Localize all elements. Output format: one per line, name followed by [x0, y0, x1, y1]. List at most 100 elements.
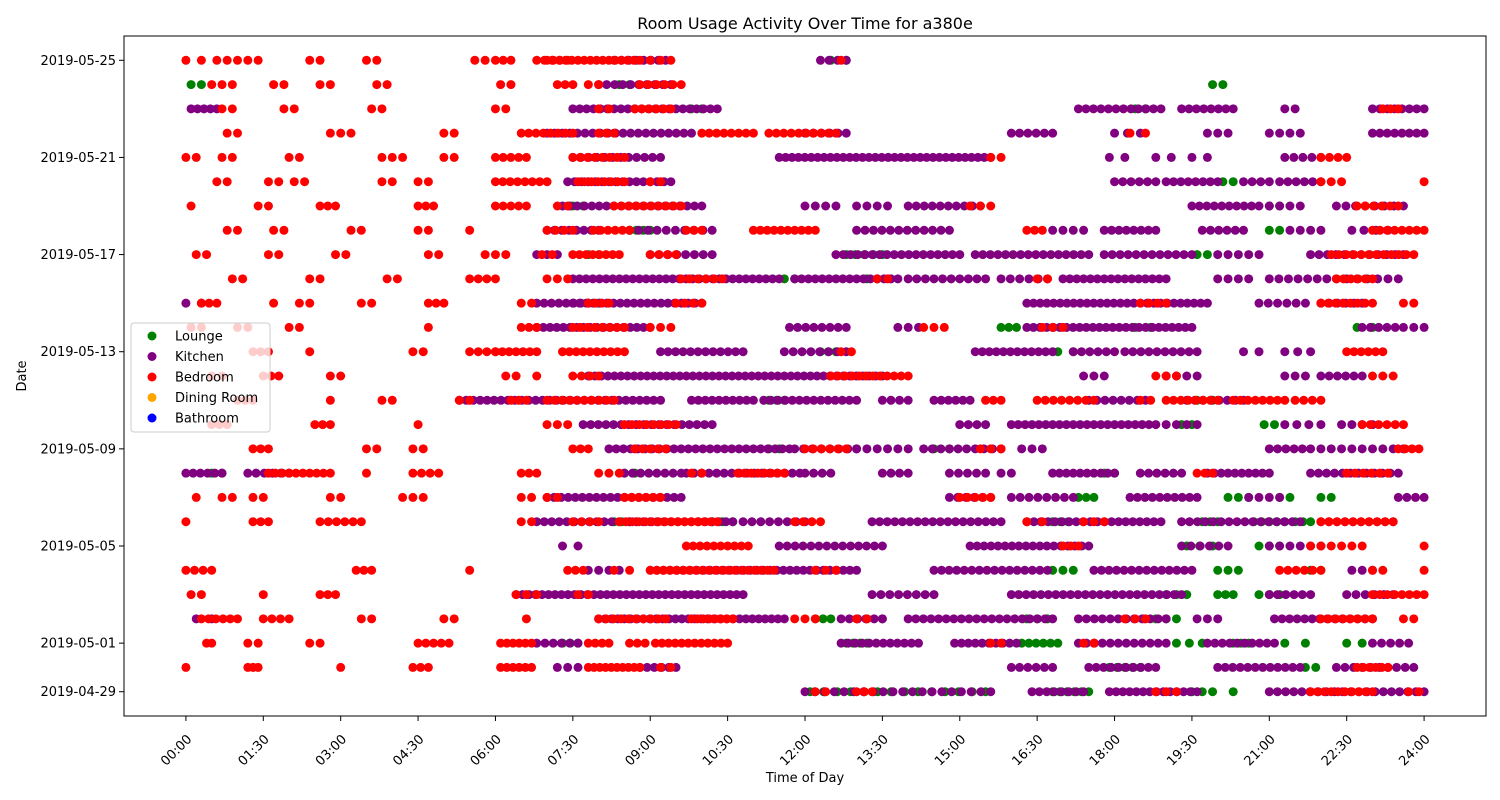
data-point [1368, 638, 1377, 648]
data-point [417, 468, 427, 478]
data-point [1378, 104, 1388, 114]
data-point [1280, 371, 1290, 381]
data-point [212, 177, 222, 187]
data-point [919, 322, 929, 332]
data-point [865, 274, 875, 284]
data-point [583, 590, 593, 600]
data-point [601, 420, 611, 430]
data-point [741, 444, 751, 454]
data-point [903, 322, 913, 332]
data-point [1151, 225, 1161, 235]
data-point [799, 371, 809, 381]
data-point [558, 347, 568, 357]
data-point [227, 104, 237, 114]
data-point [325, 468, 335, 478]
data-point [1390, 322, 1400, 332]
data-point [548, 55, 558, 65]
data-point [993, 541, 1003, 551]
data-point [1192, 492, 1202, 502]
data-point [527, 638, 537, 648]
data-point [1404, 638, 1414, 648]
data-point [647, 517, 657, 527]
data-point [862, 614, 872, 624]
data-point [612, 322, 622, 332]
data-point [1048, 322, 1058, 332]
data-point [634, 517, 644, 527]
data-point [1407, 444, 1417, 454]
data-point [1232, 517, 1242, 527]
data-point [1073, 104, 1083, 114]
data-point [699, 590, 709, 600]
data-point [732, 590, 742, 600]
data-point [1205, 395, 1215, 405]
data-point [869, 541, 879, 551]
data-point [810, 201, 820, 211]
data-point [730, 565, 740, 575]
data-point [875, 371, 885, 381]
data-point [986, 492, 996, 502]
data-point [188, 468, 198, 478]
data-point [753, 468, 763, 478]
data-point [1214, 541, 1224, 551]
data-point [1030, 225, 1040, 235]
data-point [636, 298, 646, 308]
data-point [701, 347, 711, 357]
x-tick-label: 03:00 [313, 732, 350, 769]
data-point [661, 201, 671, 211]
data-point [1154, 274, 1164, 284]
data-point [243, 55, 253, 65]
data-point [670, 614, 680, 624]
data-point [920, 274, 930, 284]
data-point [1161, 274, 1171, 284]
data-point [630, 104, 640, 114]
data-point [1002, 614, 1012, 624]
data-point [1023, 250, 1033, 260]
data-point [635, 80, 645, 90]
data-point [1256, 177, 1266, 187]
data-point [614, 274, 624, 284]
data-point [205, 104, 215, 114]
data-point [937, 565, 947, 575]
data-point [1364, 662, 1374, 672]
data-point [914, 638, 923, 648]
data-point [988, 517, 998, 527]
data-point [615, 590, 625, 600]
data-point [284, 468, 294, 478]
data-point [253, 55, 263, 65]
data-point [770, 444, 780, 454]
data-point [594, 104, 604, 114]
data-point [556, 590, 566, 600]
data-point [893, 274, 903, 284]
data-point [645, 250, 655, 260]
data-point [838, 250, 848, 260]
data-point [656, 177, 666, 187]
data-point [563, 274, 573, 284]
data-point [563, 662, 573, 672]
data-point [604, 298, 614, 308]
data-point [1031, 250, 1041, 260]
data-point [583, 152, 593, 162]
data-point [1331, 614, 1341, 624]
data-point [1012, 347, 1022, 357]
data-point [1144, 298, 1154, 308]
data-point [227, 80, 237, 90]
data-point [1057, 517, 1067, 527]
data-point [1213, 128, 1223, 138]
data-point [196, 614, 206, 624]
data-point [894, 225, 904, 235]
data-point [1127, 565, 1137, 575]
data-point [597, 322, 607, 332]
data-point [1056, 687, 1066, 697]
data-point [1264, 444, 1274, 454]
data-point [1170, 492, 1180, 502]
data-point [1264, 590, 1274, 600]
data-point [1079, 638, 1089, 648]
data-point [876, 590, 886, 600]
data-point [505, 177, 515, 187]
data-point [1096, 420, 1106, 430]
data-point [1214, 225, 1224, 235]
data-point [1032, 274, 1042, 284]
data-point [217, 152, 227, 162]
data-point [919, 225, 929, 235]
data-point [1099, 517, 1109, 527]
